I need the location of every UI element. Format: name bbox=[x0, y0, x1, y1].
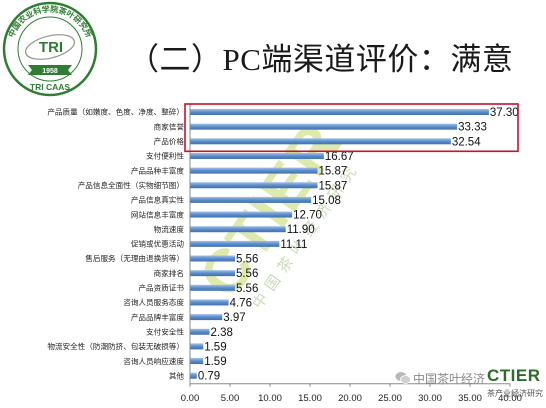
category-label-15: 支付安全性 bbox=[146, 326, 184, 336]
value-label-12: 5.56 bbox=[236, 283, 258, 295]
value-label-10: 5.56 bbox=[236, 254, 258, 266]
value-label-16: 1.59 bbox=[204, 341, 226, 353]
x-tick-label-0: 0.00 bbox=[181, 393, 200, 404]
logo-center-text: TRI bbox=[39, 39, 63, 56]
category-label-18: 其他 bbox=[169, 370, 185, 380]
logo-bottom-text: TRI CAAS bbox=[30, 82, 70, 92]
highlight-box bbox=[184, 103, 519, 153]
category-label-13: 咨询人员服务态度 bbox=[123, 297, 184, 307]
bar-0 bbox=[190, 109, 489, 115]
category-label-12: 产品资质证书 bbox=[138, 283, 184, 293]
bar-9 bbox=[190, 240, 280, 247]
category-label-4: 产品品种丰富度 bbox=[131, 165, 185, 175]
bar-17 bbox=[190, 358, 204, 365]
x-tick-label-8: 40.00 bbox=[498, 393, 522, 404]
wechat-icon bbox=[395, 372, 411, 384]
category-label-14: 产品品牌丰富度 bbox=[131, 312, 185, 322]
brand-logo-text: CTIER bbox=[487, 366, 541, 385]
x-tick-label-5: 25.00 bbox=[378, 393, 402, 404]
value-label-14: 3.97 bbox=[223, 312, 245, 324]
category-label-7: 网站信息丰富度 bbox=[131, 209, 185, 219]
value-label-11: 5.56 bbox=[236, 268, 258, 280]
bar-16 bbox=[190, 343, 204, 350]
slide-title: （二）PC端渠道评价：满意 bbox=[128, 42, 514, 77]
brand-subtitle: 茶产业经济研究 bbox=[487, 389, 543, 398]
category-label-11: 商家排名 bbox=[154, 268, 184, 278]
bar-15 bbox=[190, 328, 210, 335]
bar-5 bbox=[190, 182, 318, 189]
bar-2 bbox=[190, 138, 451, 145]
category-label-5: 产品信息全面性（实物细节图） bbox=[78, 180, 184, 190]
value-label-1: 33.33 bbox=[458, 122, 487, 134]
value-label-15: 2.38 bbox=[211, 327, 233, 339]
value-label-3: 16.67 bbox=[325, 151, 354, 163]
value-label-6: 15.08 bbox=[312, 195, 341, 207]
x-tick-label-4: 20.00 bbox=[338, 393, 362, 404]
bar-1 bbox=[190, 123, 458, 130]
bar-3 bbox=[190, 152, 324, 159]
bar-12 bbox=[190, 284, 235, 291]
value-label-7: 12.70 bbox=[293, 210, 322, 222]
logo-orbit bbox=[24, 34, 76, 60]
bar-4 bbox=[190, 167, 318, 174]
wechat-account-label: 中国茶叶经济 bbox=[413, 372, 486, 386]
value-label-13: 4.76 bbox=[230, 297, 252, 309]
category-label-17: 咨询人员响应速度 bbox=[123, 356, 184, 366]
category-label-9: 促销或优惠活动 bbox=[131, 239, 185, 249]
category-label-1: 商家信誉 bbox=[154, 121, 185, 131]
highlight-layer bbox=[184, 103, 519, 153]
institute-logo: 中国农业科学院茶叶研究所 TRI 1958 TRI CAAS bbox=[2, 1, 98, 97]
value-label-8: 11.90 bbox=[287, 224, 315, 236]
category-label-0: 产品质量（如嫩度、色度、净度、整碎） bbox=[47, 107, 184, 117]
value-label-2: 32.54 bbox=[452, 136, 481, 148]
category-label-6: 产品信息真实性 bbox=[131, 195, 185, 205]
logo-ribbon bbox=[28, 65, 72, 75]
bar-18 bbox=[190, 372, 197, 379]
value-label-9: 11.11 bbox=[280, 239, 307, 251]
bar-10 bbox=[190, 255, 235, 262]
axis-layer: 0.00 5.00 10.00 15.00 20.00 25.00 30.00 35.00 40… bbox=[181, 104, 522, 404]
value-label-5: 15.87 bbox=[318, 180, 347, 192]
value-label-17: 1.59 bbox=[204, 356, 226, 368]
category-label-10: 售后服务（无理由退换货等） bbox=[85, 253, 184, 263]
logo-year: 1958 bbox=[42, 68, 58, 75]
category-label-3: 支付便利性 bbox=[146, 151, 184, 161]
logo-outer-ring bbox=[2, 1, 98, 97]
x-tick-label-6: 30.00 bbox=[418, 393, 442, 404]
x-tick-label-7: 35.00 bbox=[458, 393, 482, 404]
value-label-4: 15.87 bbox=[318, 166, 347, 178]
value-label-18: 0.79 bbox=[198, 371, 220, 383]
bars-layer bbox=[190, 109, 489, 379]
x-tick-label-2: 10.00 bbox=[258, 393, 282, 404]
bar-14 bbox=[190, 314, 223, 321]
logo-inner-ring bbox=[17, 16, 83, 82]
bar-11 bbox=[190, 270, 235, 277]
value-label-0: 37.30 bbox=[490, 107, 519, 119]
bar-13 bbox=[190, 299, 229, 306]
category-label-8: 物流速度 bbox=[154, 224, 185, 234]
x-tick-label-1: 5.00 bbox=[221, 393, 240, 404]
bar-8 bbox=[190, 226, 286, 233]
x-tick-label-3: 15.00 bbox=[298, 393, 322, 404]
bar-6 bbox=[190, 196, 312, 203]
category-label-2: 产品价格 bbox=[154, 136, 185, 146]
bar-7 bbox=[190, 211, 293, 218]
labels-layer: 产品质量（如嫩度、色度、净度、整碎） 37.30 商家信誉 33.33 产品价格 32.5… bbox=[47, 107, 518, 383]
category-label-16: 物流安全性（防潮防挤、包装无破损等） bbox=[47, 341, 184, 351]
